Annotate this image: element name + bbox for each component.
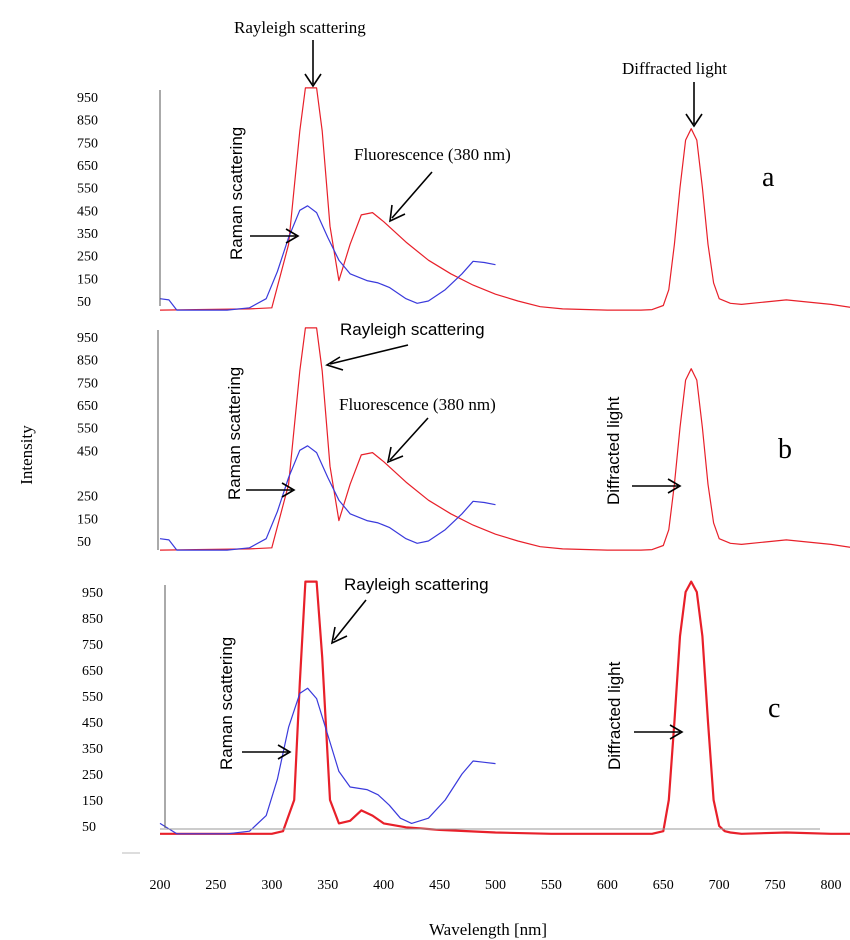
panel-a: 50 150 250 350 450 550 650 750 850 950 [77, 87, 850, 311]
x-tick-label: 200 [150, 878, 171, 893]
arrow-diffracted-a [685, 82, 703, 128]
fluorescence-label-b: Fluorescence (380 nm) [339, 395, 496, 414]
arrow-fluorescence-a [389, 171, 433, 223]
y-tick-label: 550 [77, 182, 98, 197]
y-tick-label: 750 [82, 638, 103, 653]
x-tick-label: 800 [821, 878, 842, 893]
arrow-diffracted-c [634, 724, 684, 740]
panels: 50 150 250 350 450 550 650 750 850 950 50 150 250 450… [77, 87, 850, 893]
y-tick-label: 850 [82, 612, 103, 627]
blue-series-line [159, 687, 496, 835]
x-tick-label: 400 [373, 878, 394, 893]
panel-b: 50 150 250 450 550 650 750 850 950 [77, 327, 850, 551]
y-tick-label: 850 [77, 114, 98, 129]
diffracted-label-b: Diffracted light [604, 396, 623, 505]
blue-series-line [159, 205, 496, 311]
panel-label-a: a [762, 162, 775, 193]
y-tick-label: 50 [82, 820, 96, 835]
x-tick-label: 300 [261, 878, 282, 893]
y-tick-label: 150 [77, 512, 98, 527]
fluorescence-label-a: Fluorescence (380 nm) [354, 145, 511, 164]
y-axis-title: Intensity [17, 425, 36, 485]
y-tick-label: 650 [77, 159, 98, 174]
x-tick-label: 500 [485, 878, 506, 893]
arrow-rayleigh-b [325, 344, 409, 371]
x-tick-label: 700 [709, 878, 730, 893]
y-tick-label: 750 [77, 376, 98, 391]
arrow-rayleigh-a [304, 40, 322, 88]
rayleigh-label-c: Rayleigh scattering [344, 575, 489, 594]
arrow-raman-c [242, 744, 292, 760]
red-series-line [159, 87, 850, 311]
diffracted-label-c: Diffracted light [605, 661, 624, 770]
y-tick-label: 450 [82, 716, 103, 731]
arrow-fluorescence-b [386, 417, 429, 464]
y-tick-label: 950 [82, 586, 103, 601]
y-tick-label: 550 [77, 422, 98, 437]
x-tick-label: 550 [541, 878, 562, 893]
y-tick-label: 450 [77, 204, 98, 219]
rayleigh-label-b: Rayleigh scattering [340, 320, 485, 339]
y-tick-label: 250 [77, 490, 98, 505]
x-tick-label: 750 [765, 878, 786, 893]
red-series-line [159, 327, 850, 551]
y-tick-label: 550 [82, 690, 103, 705]
arrow-rayleigh-c [330, 599, 367, 645]
y-tick-label: 150 [77, 272, 98, 287]
x-tick-label: 250 [205, 878, 226, 893]
x-tick-label: 450 [429, 878, 450, 893]
y-tick-label: 250 [82, 768, 103, 783]
y-tick-label: 350 [82, 742, 103, 757]
y-tick-label: 250 [77, 250, 98, 265]
y-tick-label: 650 [82, 664, 103, 679]
x-tick-label: 600 [597, 878, 618, 893]
arrow-diffracted-b [632, 478, 682, 494]
panel-label-b: b [778, 434, 792, 465]
y-tick-label: 450 [77, 444, 98, 459]
y-tick-label: 50 [77, 295, 91, 310]
y-tick-label: 750 [77, 136, 98, 151]
rayleigh-label-a: Rayleigh scattering [234, 18, 366, 37]
blue-series-line [159, 445, 496, 551]
raman-label-c: Raman scattering [217, 637, 236, 770]
raman-label-a: Raman scattering [227, 127, 246, 260]
y-tick-label: 650 [77, 399, 98, 414]
arrow-raman-b [246, 482, 296, 498]
panel-c: 50 150 250 350 450 550 650 750 850 950 [82, 580, 850, 835]
x-axis-title: Wavelength [nm] [429, 920, 547, 939]
red-series-line [160, 580, 850, 835]
y-tick-label: 950 [77, 91, 98, 106]
y-tick-label: 850 [77, 354, 98, 369]
x-tick-label: 650 [653, 878, 674, 893]
arrow-raman-a [250, 228, 300, 244]
diffracted-label-a: Diffracted light [622, 59, 727, 78]
y-tick-label: 350 [77, 227, 98, 242]
x-tick-labels: 200 250 300 350 400 450 500 550 600 650 700 750 800 [150, 878, 842, 893]
x-tick-label: 350 [317, 878, 338, 893]
y-tick-label: 150 [82, 794, 103, 809]
y-tick-label: 950 [77, 331, 98, 346]
raman-label-b: Raman scattering [225, 367, 244, 500]
y-tick-label: 50 [77, 535, 91, 550]
panel-label-c: c [768, 693, 780, 724]
